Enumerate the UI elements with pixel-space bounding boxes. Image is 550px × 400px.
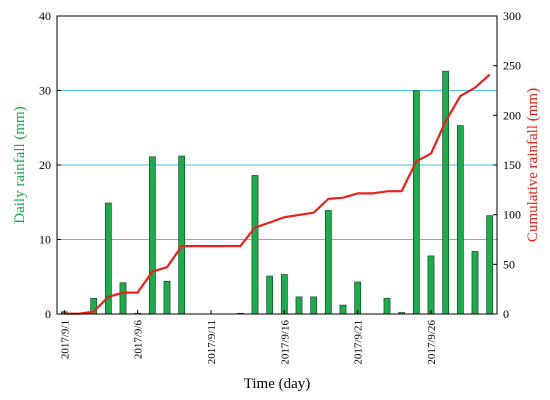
left-tick-label: 10 [39,233,51,247]
x-axis-title: Time (day) [244,376,311,392]
x-tick-label: 2017/9/6 [133,320,145,360]
daily-rainfall-bars [60,70,494,315]
x-tick-label: 2017/9/11 [206,320,218,364]
rainfall-bar [471,251,479,315]
cumulative-rainfall-line [64,73,491,315]
rainfall-bar [295,296,303,315]
rainfall-bar [280,274,288,315]
rainfall-bar [178,155,186,315]
right-tick-label: 0 [503,307,509,321]
left-tick-label: 0 [45,307,51,321]
rainfall-bar [456,125,464,315]
rainfall-bar [427,255,435,315]
rainfall-bar [383,298,391,315]
rainfall-bar [310,296,318,315]
left-y-axis-title: Daily rainfall (mm) [12,106,28,223]
right-tick-label: 300 [503,9,521,23]
left-tick-label: 30 [39,84,51,98]
rainfall-bar [148,156,156,315]
right-tick-label: 100 [503,208,521,222]
rainfall-bar [339,304,347,315]
rainfall-bar [354,281,362,315]
right-axis-ticks: 0 50 100 150 200 250 300 [493,9,521,321]
right-y-axis-title: Cumulative rainfall (mm) [525,88,541,242]
rainfall-bar [119,282,127,315]
rainfall-bar [324,210,332,315]
x-tick-label: 2017/9/21 [353,320,365,365]
right-tick-label: 250 [503,59,521,73]
left-tick-label: 20 [39,158,51,172]
grid-lines [57,90,497,240]
rainfall-bar [266,275,274,315]
rainfall-bar [163,280,171,315]
rainfall-bar [486,215,494,315]
x-tick-label: 2017/9/16 [279,320,291,365]
cumulative-line-path [64,73,491,315]
right-tick-label: 150 [503,158,521,172]
x-tick-label: 2017/9/1 [59,320,71,359]
x-tick-label: 2017/9/26 [426,320,438,365]
left-tick-label: 40 [39,9,51,23]
rainfall-bar [442,70,450,315]
right-tick-label: 50 [503,257,515,271]
right-tick-label: 200 [503,108,521,122]
rainfall-bar [251,175,259,315]
rainfall-bar [412,90,420,315]
x-axis-ticks: 2017/9/1 2017/9/6 2017/9/11 2017/9/16 2017/9… [59,310,438,365]
left-axis-ticks: 0 10 20 30 40 [39,9,61,321]
